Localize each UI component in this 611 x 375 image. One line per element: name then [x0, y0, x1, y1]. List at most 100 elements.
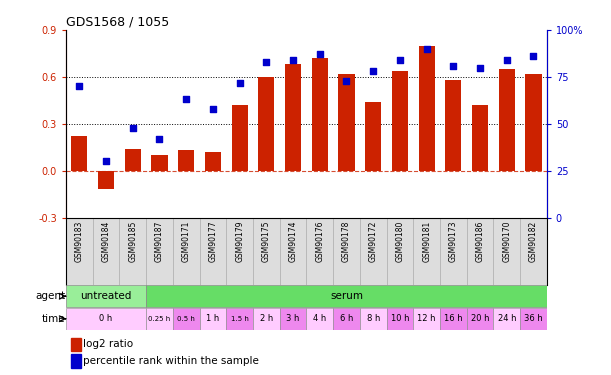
Point [235, 80, 244, 86]
Point [475, 64, 485, 70]
Bar [200, 217, 226, 285]
Bar [178, 150, 194, 171]
Text: 36 h: 36 h [524, 314, 543, 323]
Bar [525, 74, 541, 171]
Bar [312, 58, 327, 171]
Text: 3 h: 3 h [287, 314, 300, 323]
Bar [200, 308, 226, 330]
Bar [258, 77, 274, 171]
Text: GDS1568 / 1055: GDS1568 / 1055 [66, 16, 169, 29]
Point [529, 53, 538, 59]
Bar [413, 308, 440, 330]
Point [502, 57, 511, 63]
Point [395, 57, 405, 63]
Text: 12 h: 12 h [417, 314, 436, 323]
Text: GSM90187: GSM90187 [155, 221, 164, 262]
Text: GSM90177: GSM90177 [208, 221, 218, 262]
Bar [440, 308, 467, 330]
Bar [419, 46, 434, 171]
Text: 2 h: 2 h [260, 314, 273, 323]
Bar [306, 217, 333, 285]
Bar [205, 152, 221, 171]
Bar [467, 308, 494, 330]
Bar [306, 308, 333, 330]
Text: GSM90186: GSM90186 [475, 221, 485, 262]
Bar [152, 155, 167, 171]
Bar [232, 105, 247, 171]
Bar [333, 217, 360, 285]
Point [155, 136, 164, 142]
Text: GSM90181: GSM90181 [422, 221, 431, 262]
Bar [66, 308, 146, 330]
Bar [494, 308, 520, 330]
Text: agent: agent [35, 291, 65, 301]
Bar [499, 69, 515, 171]
Bar [467, 217, 494, 285]
Bar [125, 149, 141, 171]
Text: 0.25 h: 0.25 h [148, 316, 170, 322]
Point [288, 57, 298, 63]
Text: GSM90180: GSM90180 [395, 221, 404, 262]
Point [181, 96, 191, 102]
Bar [66, 217, 93, 285]
Text: 8 h: 8 h [367, 314, 380, 323]
Bar [280, 308, 306, 330]
Bar [392, 70, 408, 171]
Point [368, 68, 378, 74]
Point [208, 106, 218, 112]
Bar [472, 105, 488, 171]
Bar [285, 64, 301, 171]
Bar [360, 308, 387, 330]
Text: 20 h: 20 h [471, 314, 489, 323]
Bar [71, 136, 87, 171]
Bar [226, 217, 253, 285]
Bar [253, 217, 280, 285]
Point [75, 83, 84, 89]
Bar [146, 308, 173, 330]
Bar [93, 217, 119, 285]
Text: GSM90179: GSM90179 [235, 221, 244, 262]
Text: log2 ratio: log2 ratio [83, 339, 133, 349]
Bar [71, 338, 81, 351]
Text: GSM90178: GSM90178 [342, 221, 351, 262]
Text: 0.5 h: 0.5 h [177, 316, 195, 322]
Point [315, 51, 324, 57]
Point [342, 78, 351, 84]
Bar [119, 217, 146, 285]
Text: time: time [42, 314, 65, 324]
Bar [387, 308, 413, 330]
Bar [173, 308, 200, 330]
Text: GSM90171: GSM90171 [181, 221, 191, 262]
Text: GSM90172: GSM90172 [368, 221, 378, 262]
Bar [146, 217, 173, 285]
Text: untreated: untreated [81, 291, 132, 301]
Text: serum: serum [330, 291, 363, 301]
Bar [146, 285, 547, 307]
Text: 24 h: 24 h [497, 314, 516, 323]
Bar [71, 354, 81, 368]
Bar [360, 217, 387, 285]
Text: 10 h: 10 h [390, 314, 409, 323]
Bar [226, 308, 253, 330]
Text: 1 h: 1 h [207, 314, 219, 323]
Text: GSM90174: GSM90174 [288, 221, 298, 262]
Text: GSM90182: GSM90182 [529, 221, 538, 262]
Bar [66, 285, 146, 307]
Bar [494, 217, 520, 285]
Point [101, 158, 111, 164]
Text: GSM90175: GSM90175 [262, 221, 271, 262]
Text: 1.5 h: 1.5 h [231, 316, 249, 322]
Bar [413, 217, 440, 285]
Text: GSM90176: GSM90176 [315, 221, 324, 262]
Bar [445, 80, 461, 171]
Bar [365, 102, 381, 171]
Text: GSM90183: GSM90183 [75, 221, 84, 262]
Text: 0 h: 0 h [100, 314, 112, 323]
Text: GSM90185: GSM90185 [128, 221, 137, 262]
Point [128, 124, 137, 130]
Bar [280, 217, 306, 285]
Point [262, 59, 271, 65]
Bar [440, 217, 467, 285]
Bar [338, 74, 354, 171]
Bar [98, 171, 114, 189]
